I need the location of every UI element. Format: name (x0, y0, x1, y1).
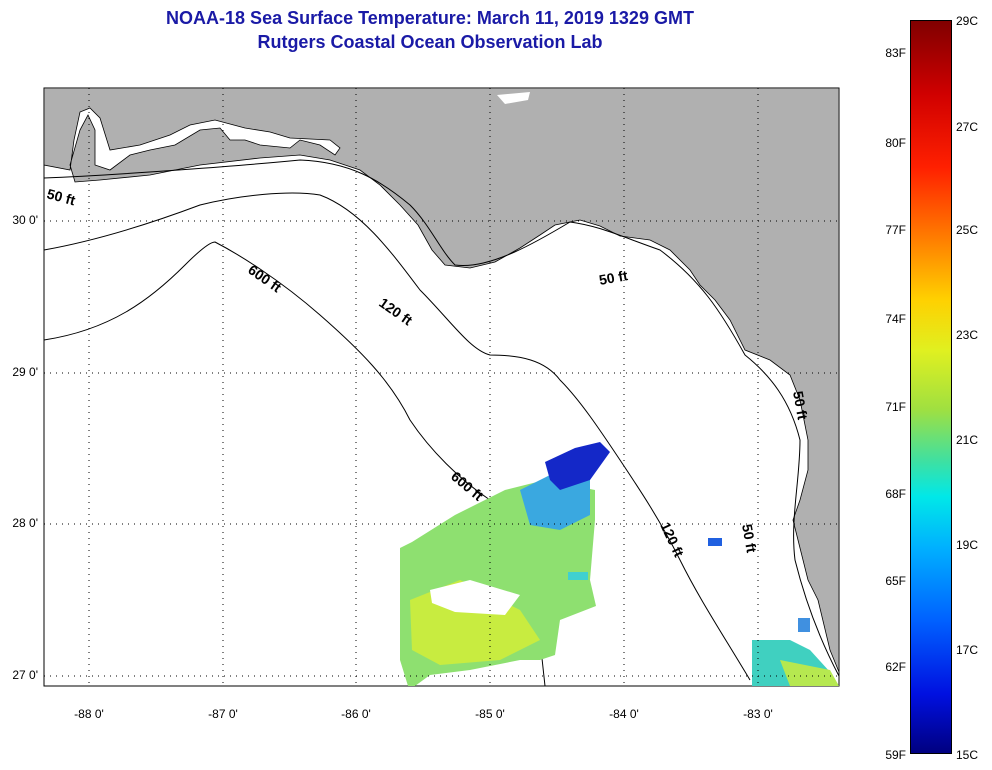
sst-patch-small-2 (708, 538, 722, 546)
x-tick-label: -83 0' (743, 707, 773, 721)
contour-50ft (43, 159, 840, 677)
sst-patch-cold (545, 442, 610, 490)
lake (497, 92, 530, 104)
sst-cloud-gap (430, 580, 520, 615)
colorbar-f-label: 74F (885, 312, 906, 326)
colorbar-c-label: 19C (956, 538, 979, 552)
colorbar-f-label: 80F (885, 136, 906, 150)
colorbar-c-label: 29C (956, 14, 979, 28)
colorbar-c-label: 15C (956, 748, 979, 762)
colorbar-f-label: 62F (885, 660, 906, 674)
y-tick-label: 30 0' (12, 213, 38, 227)
contour-label-8: 50 ft (790, 390, 811, 421)
contour-label-1: 50 ft (45, 185, 77, 208)
y-tick-label: 29 0' (12, 365, 38, 379)
colorbar-c-label: 23C (956, 328, 979, 342)
temperature-colorbar (910, 20, 952, 754)
sst-patch-nearshore-warm (780, 660, 839, 686)
contour-label-4: 50 ft (598, 267, 629, 288)
contour-label-7: 50 ft (739, 523, 760, 554)
contour-120ft (43, 192, 751, 681)
map-title: NOAA-18 Sea Surface Temperature: March 1… (166, 8, 694, 28)
x-tick-label: -85 0' (475, 707, 505, 721)
sst-patch-small (568, 572, 588, 580)
y-tick-label: 28 0' (12, 516, 38, 530)
sst-swath (400, 442, 839, 686)
colorbar-f-label: 59F (885, 748, 906, 762)
colorbar-f-label: 71F (885, 400, 906, 414)
land-mass (43, 87, 840, 673)
map-subtitle: Rutgers Coastal Ocean Observation Lab (257, 32, 603, 52)
sst-patch-small-3 (798, 618, 810, 632)
y-tick-label: 27 0' (12, 668, 38, 682)
colorbar-c-label: 17C (956, 643, 979, 657)
colorbar-c-label: 27C (956, 120, 979, 134)
colorbar-c-label: 25C (956, 223, 979, 237)
x-tick-label: -87 0' (208, 707, 238, 721)
colorbar-f-label: 68F (885, 487, 906, 501)
colorbar-f-label: 77F (885, 223, 906, 237)
x-tick-label: -88 0' (74, 707, 104, 721)
x-tick-label: -84 0' (609, 707, 639, 721)
colorbar-f-label: 83F (885, 46, 906, 60)
x-tick-label: -86 0' (341, 707, 371, 721)
gridlines (44, 88, 839, 686)
colorbar-c-label: 21C (956, 433, 979, 447)
colorbar-f-label: 65F (885, 574, 906, 588)
